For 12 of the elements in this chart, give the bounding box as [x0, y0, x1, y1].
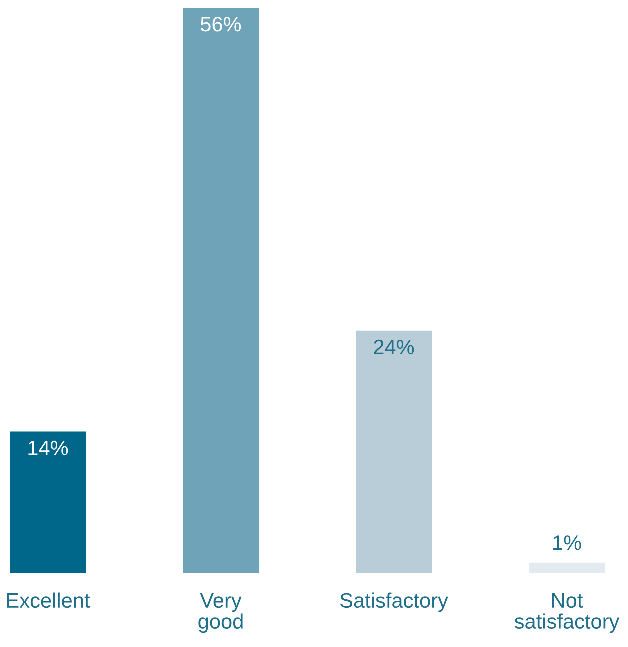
- bar: [356, 330, 432, 573]
- data-label: 1%: [554, 536, 582, 550]
- x-tick-label: Not satisfactory: [514, 594, 620, 634]
- data-label: 24%: [374, 340, 414, 355]
- bar: [183, 8, 259, 573]
- data-label: 56%: [200, 17, 242, 32]
- x-tick-label: Excellent: [7, 592, 90, 608]
- data-label: 14%: [28, 440, 68, 456]
- bar: [10, 432, 86, 573]
- bar: [529, 562, 605, 573]
- x-tick-label: Very good: [198, 594, 243, 634]
- x-tick-label: Satisfactory: [340, 592, 448, 612]
